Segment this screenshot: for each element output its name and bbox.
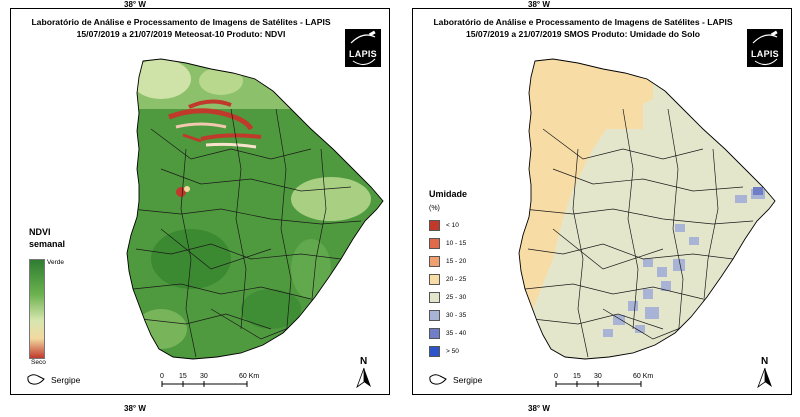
legend-title: NDVI <box>29 227 51 237</box>
ndvi-raster <box>127 59 383 359</box>
scale-tick-label: 60 Km <box>239 373 260 380</box>
legend-class-label: 20 - 25 <box>446 275 467 283</box>
scale-bar <box>555 381 642 387</box>
sergipe-label: Sergipe <box>51 375 81 385</box>
legend-class-6: 30 - 35 <box>429 309 466 321</box>
map-title: Laboratório de Análise e Processamento d… <box>31 17 331 27</box>
lapis-logo: LAPIS <box>747 29 783 67</box>
legend-swatch <box>429 327 440 339</box>
legend-class-8: > 50 <box>429 345 459 357</box>
scale-tick-label: 0 <box>160 373 164 380</box>
legend-swatch <box>429 273 440 285</box>
legend-swatch <box>429 291 440 303</box>
lapis-logo: LAPIS <box>345 29 381 67</box>
legend-class-3: 15 - 20 <box>429 255 466 267</box>
scale-tick-label: 15 <box>179 373 187 380</box>
map-subtitle: 15/07/2019 a 21/07/2019 Meteosat-10 Prod… <box>76 29 286 39</box>
sergipe-outline-icon <box>429 374 447 385</box>
map-subtitle: 15/07/2019 a 21/07/2019 SMOS Produto: Um… <box>465 29 701 39</box>
municipal-boundaries <box>130 108 362 358</box>
legend-swatch <box>429 255 440 267</box>
coord-label-bottom-left: 38° W <box>124 404 146 413</box>
ndvi-map-panel: Laboratório de Análise e Processamento d… <box>10 8 390 395</box>
legend-class-label: > 50 <box>446 347 459 355</box>
coord-label-bottom-right: 38° W <box>528 404 550 413</box>
soil-moisture-map <box>518 58 776 360</box>
legend-class-1: < 10 <box>429 219 459 231</box>
legend-class-4: 20 - 25 <box>429 273 466 285</box>
ndvi-map <box>126 58 384 360</box>
legend-swatch <box>429 237 440 249</box>
legend-class-5: 25 - 30 <box>429 291 466 303</box>
map-title: Laboratório de Análise e Processamento d… <box>433 17 733 27</box>
north-label: N <box>761 356 769 367</box>
soil-moisture-raster <box>519 59 775 359</box>
legend-swatch <box>429 219 440 231</box>
legend-class-label: 15 - 20 <box>446 257 467 265</box>
sergipe-outline-icon <box>27 374 45 385</box>
legend-class-2: 10 - 15 <box>429 237 466 249</box>
ndvi-color-ramp <box>29 259 45 359</box>
satellite-icon <box>350 30 376 65</box>
scale-tick-label: 60 Km <box>633 373 654 380</box>
legend-title-sub: semanal <box>29 239 66 249</box>
scale-bar <box>161 381 248 387</box>
legend-class-label: 25 - 30 <box>446 293 467 301</box>
legend-swatch <box>429 309 440 321</box>
legend-unit: (%) <box>429 205 440 212</box>
scale-tick-label: 30 <box>594 373 602 380</box>
legend-title: Umidade <box>429 189 468 199</box>
legend-class-label: 10 - 15 <box>446 239 467 247</box>
north-arrow-icon <box>757 367 772 389</box>
north-label: N <box>360 356 368 367</box>
coord-label-top-left: 38° W <box>124 0 146 9</box>
legend-class-label: < 10 <box>446 221 459 229</box>
scale-tick-label: 15 <box>573 373 581 380</box>
sergipe-label: Sergipe <box>453 375 483 385</box>
satellite-icon <box>752 30 778 65</box>
legend-class-7: 35 - 40 <box>429 327 466 339</box>
scale-tick-label: 30 <box>200 373 208 380</box>
soil-moisture-map-panel: Laboratório de Análise e Processamento d… <box>412 8 792 395</box>
scale-tick-label: 0 <box>554 373 558 380</box>
legend-class-label: 30 - 35 <box>446 311 467 319</box>
legend-class-label: 35 - 40 <box>446 329 467 337</box>
legend-bottom-label: Seco <box>31 359 46 366</box>
north-arrow-icon <box>356 367 371 389</box>
coord-label-top-right: 38° W <box>528 0 550 9</box>
legend-swatch <box>429 345 440 357</box>
legend-top-label: Verde <box>47 259 64 266</box>
